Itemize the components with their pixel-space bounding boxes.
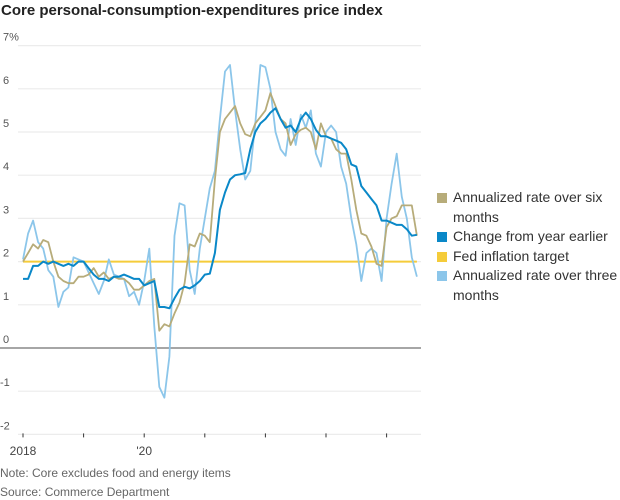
legend-label: Fed inflation target [453, 247, 569, 264]
legend-item-year-over-year: Change from year earlier [437, 227, 620, 247]
y-tick-label: 0 [3, 334, 9, 346]
y-tick-label: 4 [3, 161, 9, 173]
legend-item-fed-target: Fed inflation target [437, 247, 620, 267]
y-tick-label: 6 [3, 75, 9, 87]
legend-swatch [437, 193, 447, 203]
legend-item-six-month: Annualized rate over six months [437, 188, 620, 227]
legend: Annualized rate over six months Change f… [437, 188, 620, 305]
y-tick-label: 2 [3, 248, 9, 260]
legend-label: Annualized rate over three months [453, 267, 618, 303]
footnote: Note: Core excludes food and energy item… [0, 466, 231, 480]
x-tick-label: '20 [136, 444, 152, 458]
legend-swatch [437, 271, 447, 281]
y-tick-label: 7% [3, 32, 19, 44]
series-line-year-over-year [23, 107, 418, 310]
y-tick-label: 1 [3, 291, 9, 303]
y-tick-label: 5 [3, 118, 9, 130]
legend-swatch [437, 251, 447, 262]
source-note: Source: Commerce Department [0, 485, 170, 499]
y-tick-label: 3 [3, 204, 9, 216]
y-tick-label: -1 [0, 377, 10, 389]
series-line-six-month [22, 92, 418, 332]
chart-title: Core personal-consumption-expenditures p… [1, 2, 383, 19]
series-line-three-month [22, 64, 418, 399]
y-tick-label: -2 [0, 420, 10, 432]
legend-label: Change from year earlier [453, 228, 608, 244]
legend-item-three-month: Annualized rate over three months [437, 266, 620, 305]
legend-label: Annualized rate over six months [453, 189, 603, 225]
x-tick-label: 2018 [10, 444, 37, 458]
legend-swatch [437, 232, 447, 242]
